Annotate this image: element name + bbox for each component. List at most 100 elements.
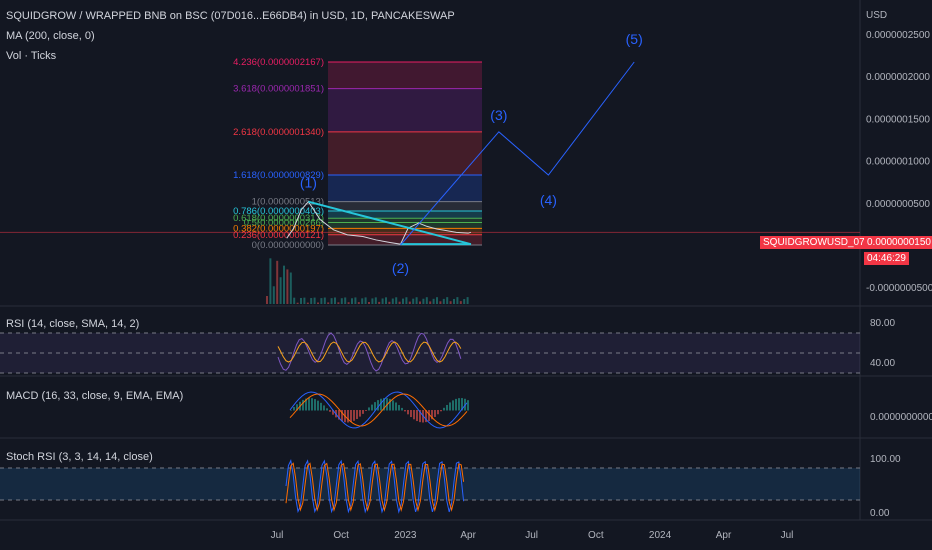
rsi-label[interactable]: RSI (14, close, SMA, 14, 2) [6,318,140,330]
volume-bar [446,297,449,304]
macd-histogram-bar [431,410,433,420]
fib-zone [328,210,482,219]
time-axis-label: Jul [271,530,284,541]
macd-histogram-bar [371,404,373,411]
fib-level-label: 1(0.0000000513) [252,197,324,208]
macd-histogram-bar [347,410,349,423]
volume-bar [425,297,428,304]
macd-histogram-bar [311,398,313,411]
macd-signal-line [289,393,468,427]
price-tick-label: 0.0000001000 [866,157,930,168]
volume-bar [357,302,360,304]
macd-histogram-bar [443,407,445,411]
macd-histogram-bar [404,410,406,412]
stoch-rsi-label[interactable]: Stoch RSI (3, 3, 14, 14, close) [6,451,153,463]
volume-bar [286,269,289,304]
volume-bar [337,302,340,304]
fib-level-label: 3.618(0.0000001851) [233,84,324,95]
macd-histogram-bar [296,404,298,411]
volume-bar [279,277,282,304]
fib-zone [328,88,482,132]
rsi-line [277,332,462,372]
volume-bar [364,297,367,304]
rsi-tick-label: 40.00 [870,358,895,369]
macd-histogram-bar [323,405,325,411]
fib-level-label: 0(0.0000000000) [252,240,324,251]
volume-bar [436,297,438,304]
fib-zone [328,174,482,202]
macd-histogram-bar [452,400,454,411]
fib-zone [328,228,482,235]
macd-histogram-bar [329,410,331,412]
time-axis-label: Oct [588,530,604,541]
volume-bar [391,298,394,304]
trendline-upper [308,200,472,246]
macd-histogram-bar [341,410,343,422]
volume-bar [323,297,326,304]
volume-bar [385,297,387,304]
time-axis-label: Oct [333,530,349,541]
fib-level-label: 0.786(0.0000000403) [233,206,324,217]
macd-histogram-bar [428,410,430,422]
price-tick-label: 0.0000002000 [866,72,930,83]
macd-histogram-bar [350,410,352,423]
macd-histogram-bar [437,410,439,415]
chart-title: SQUIDGROW / WRAPPED BNB on BSC (07D016..… [6,10,455,22]
volume-indicator-label[interactable]: Vol · Ticks [6,50,57,62]
volume-bar [354,297,357,304]
macd-histogram-bar [434,410,436,417]
elliott-wave-label: (1) [300,175,317,191]
fib-level-label: 0.382(0.0000000197) [233,223,324,234]
elliott-wave-label: (4) [540,192,557,208]
volume-bar [361,298,364,304]
macd-histogram-bar [302,399,304,411]
volume-bar [272,286,275,304]
elliott-wave-path [400,61,635,246]
macd-histogram-bar [326,408,328,411]
time-axis-label: Apr [460,530,476,541]
macd-histogram-bar [305,398,307,411]
price-tick-label: -0.0000000500 [866,283,932,294]
rsi-signal-line [277,341,462,363]
fib-level-label: 0.236(0.0000000121) [233,230,324,241]
time-axis-label: Apr [716,530,732,541]
volume-bar [303,297,306,304]
fib-level-label: 0.618(0.0000000317) [233,213,324,224]
macd-histogram-bar [359,410,361,417]
fib-level-label: 2.618(0.0000001340) [233,127,324,138]
macd-histogram-bar [398,405,400,411]
volume-bar [351,298,353,304]
macd-histogram-bar [446,404,448,411]
volume-bar [313,297,316,304]
volume-bar [378,301,381,304]
fib-level-label: 1.618(0.0000000829) [233,170,324,181]
volume-bar [388,301,391,304]
macd-histogram-bar [440,410,442,412]
macd-label[interactable]: MACD (16, 33, close, 9, EMA, EMA) [6,390,184,402]
volume-bar [463,299,466,304]
volume-bar [320,298,323,304]
volume-bar [459,301,462,304]
macd-histogram-bar [449,402,451,411]
time-axis-label: Jul [781,530,794,541]
volume-bar [466,297,469,304]
macd-histogram-bar [380,398,382,411]
volume-bar [439,301,442,304]
ma-indicator-label[interactable]: MA (200, close, 0) [6,30,95,42]
volume-bar [300,297,302,304]
price-tick-label: 0.0000001500 [866,114,930,125]
fib-zone [328,62,482,89]
macd-histogram-bar [383,398,385,411]
volume-bar [381,298,384,304]
macd-histogram-bar [362,410,364,414]
macd-histogram-bar [467,400,469,411]
macd-histogram-bar [320,402,322,411]
macd-histogram-bar [461,398,463,411]
volume-bar [266,296,268,304]
volume-bar [368,301,370,304]
macd-histogram-bar [290,410,292,411]
time-axis-label: 2023 [394,530,417,541]
volume-bar [395,297,398,304]
volume-bar [317,302,319,304]
